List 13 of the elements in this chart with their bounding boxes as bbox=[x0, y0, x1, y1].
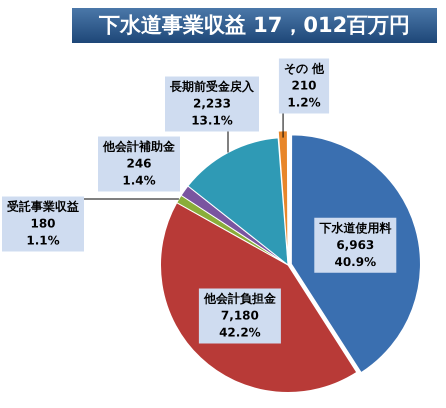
chart-title: 下水道事業収益 17，012百万円 bbox=[72, 8, 437, 43]
data-label: 6,963 40.9% bbox=[334, 238, 376, 269]
slice-label: その 他 bbox=[284, 62, 326, 76]
slice-label: 長期前受金戻入 bbox=[169, 80, 255, 94]
data-label: 210 1.2% bbox=[287, 78, 321, 110]
slice-label: 受託事業収益 bbox=[6, 200, 79, 214]
slice-label: 他会計負担金 bbox=[202, 292, 277, 306]
data-label: 180 1.1% bbox=[26, 216, 60, 248]
slice-label: 他会計補助金 bbox=[102, 140, 176, 154]
slice-label: 下水道使用料 bbox=[318, 220, 392, 235]
data-label: 2,233 13.1% bbox=[191, 96, 233, 128]
data-label: 246 1.4% bbox=[122, 156, 156, 188]
data-label: 7,180 42.2% bbox=[219, 308, 261, 340]
